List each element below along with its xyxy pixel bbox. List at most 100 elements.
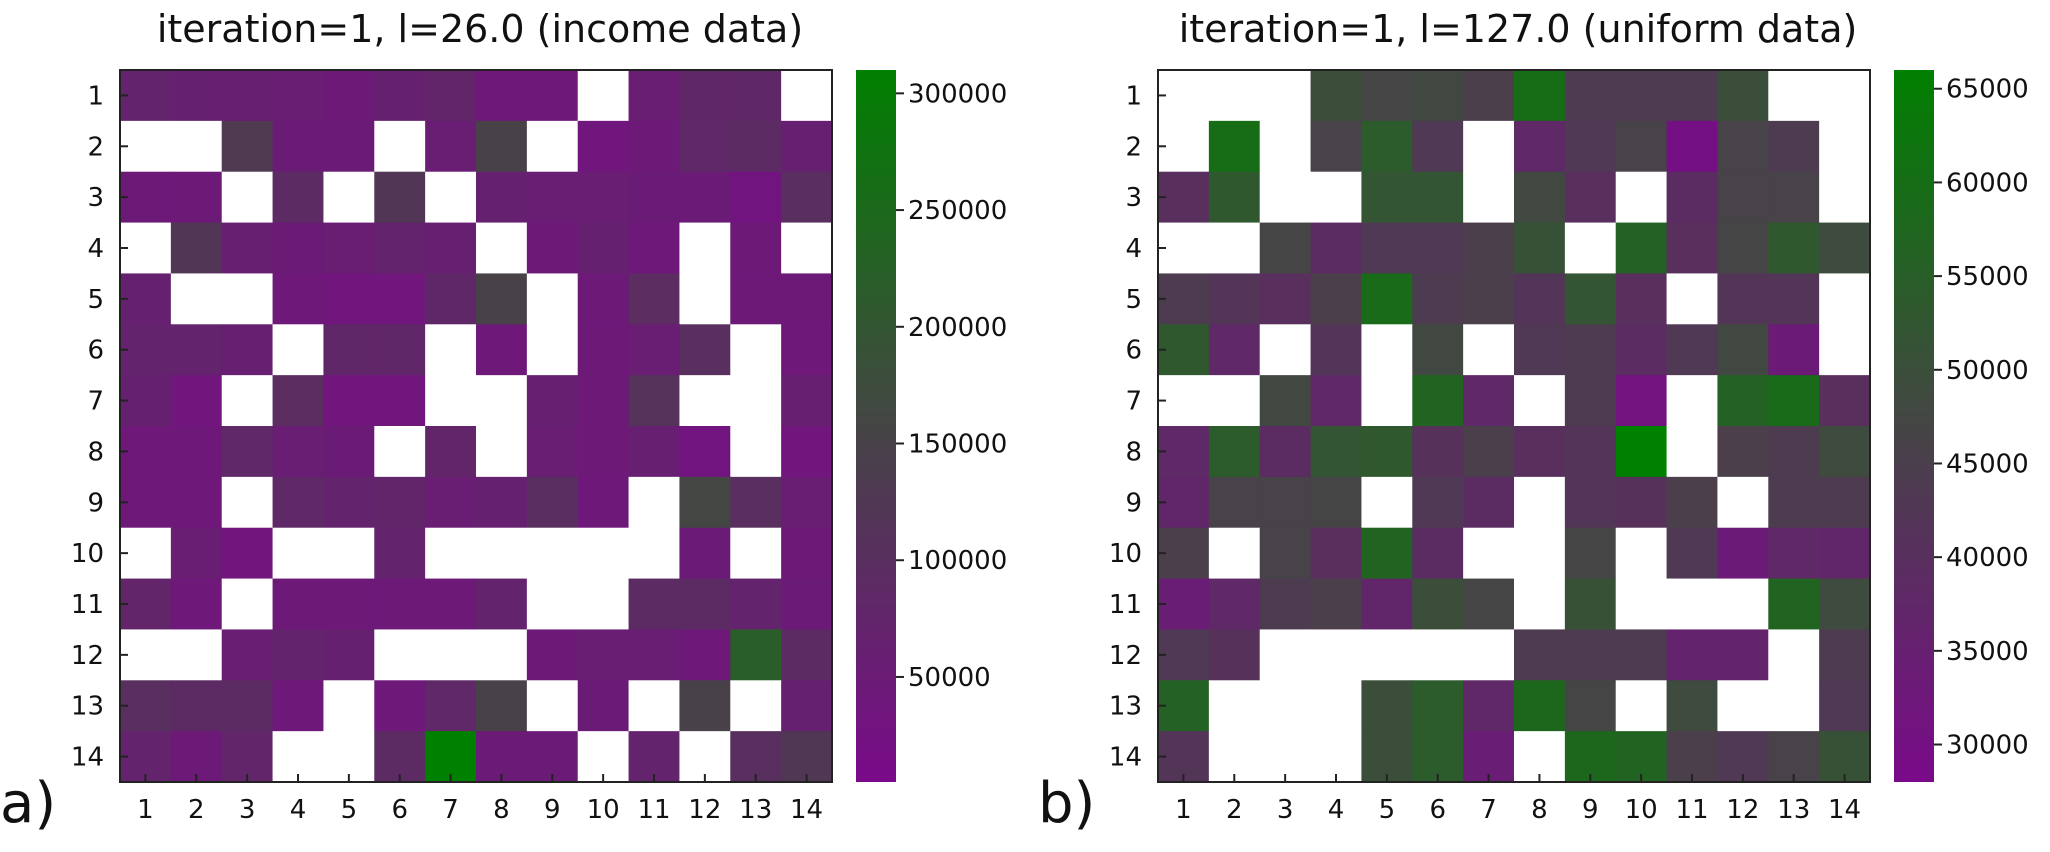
heatmap-cell [323,476,375,529]
heatmap-cell [1615,578,1668,631]
heatmap-cell [425,120,477,173]
heatmap-cell [628,426,681,478]
heatmap-cell [1615,324,1668,376]
y-tick-label: 5 [1125,285,1142,315]
x-tick-label: 7 [442,795,459,825]
heatmap-cell [476,476,528,529]
heatmap-cell [679,375,731,427]
heatmap-cell [781,273,833,325]
heatmap-cell [1208,426,1261,478]
heatmap-cell [1158,222,1210,275]
chart-title: iteration=1, l=127.0 (uniform data) [1179,7,1858,51]
heatmap-cell [1717,120,1769,173]
y-tick-label: 13 [71,692,104,722]
heatmap-cell [1463,70,1515,122]
heatmap-cell [1615,70,1668,122]
heatmap-cell [1666,629,1719,681]
heatmap-cell [526,578,579,631]
heatmap-cell [1158,273,1210,325]
heatmap-cell [1717,171,1769,224]
heatmap-cell [577,578,630,631]
heatmap-cell [577,120,630,173]
heatmap-cell [120,476,172,529]
heatmap-cell [1361,324,1413,376]
heatmap-cell [1819,375,1871,427]
heatmap-cell [1208,70,1261,122]
heatmap-cell [577,171,630,224]
x-tick-label: 11 [1675,795,1708,825]
heatmap-cell [526,222,579,275]
heatmap-cell [323,527,375,580]
colorbar-tick-label: 55000 [1946,262,2029,292]
x-tick-label: 4 [1328,795,1345,825]
heatmap-cell [1514,476,1566,529]
heatmap-cell [476,120,528,173]
y-tick-label: 2 [87,132,104,162]
heatmap-cell [1564,120,1617,173]
heatmap-cell [628,680,681,732]
heatmap-cell [1666,375,1719,427]
heatmap-cell [526,426,579,478]
heatmap-cell [374,426,426,478]
heatmap-cell [221,629,274,681]
heatmap-cell [425,476,477,529]
heatmap-cell [1717,324,1769,376]
x-tick-label: 5 [1379,795,1396,825]
heatmap-cell [730,273,782,325]
heatmap-cell [1361,629,1413,681]
heatmap-cell [1666,273,1719,325]
y-tick-label: 3 [1125,183,1142,213]
heatmap-cell [374,629,426,681]
heatmap-cell [425,273,477,325]
heatmap-cell [1666,680,1719,732]
heatmap-cell [120,680,172,732]
heatmap-cell [1463,222,1515,275]
y-tick-label: 11 [1109,590,1142,620]
heatmap-cell [221,222,274,275]
heatmap-cell [1666,578,1719,631]
heatmap-cell [374,476,426,529]
heatmap-cell [1361,171,1413,224]
heatmap-cell [577,680,630,732]
x-tick-label: 14 [790,795,823,825]
heatmap-cell [323,426,375,478]
heatmap-cell [323,120,375,173]
heatmap-cell [170,527,223,580]
y-tick-label: 3 [87,183,104,213]
y-tick-label: 4 [87,234,104,264]
heatmap-cell [1310,70,1363,122]
heatmap-cell [628,476,681,529]
heatmap-cell [323,578,375,631]
heatmap-cell [170,222,223,275]
heatmap-cell [679,120,731,173]
heatmap-cell [1412,273,1464,325]
colorbar-tick-label: 200000 [908,313,1007,343]
heatmap-cell [1463,476,1515,529]
heatmap-cell [1514,222,1566,275]
colorbar-tick-label: 65000 [1946,75,2029,105]
heatmap-cell [221,70,274,122]
heatmap-cell [170,70,223,122]
heatmap-cell [1463,578,1515,631]
heatmap-cell [221,527,274,580]
heatmap-cell [679,273,731,325]
panel-label: a) [0,771,56,836]
heatmap-cell [221,578,274,631]
heatmap-cell [1717,476,1769,529]
heatmap-cell [120,578,172,631]
heatmap-cell [1615,375,1668,427]
x-tick-label: 9 [544,795,561,825]
heatmap-cell [730,222,782,275]
heatmap-cell [120,375,172,427]
heatmap-cell [1768,527,1820,580]
heatmap-cell [1768,426,1820,478]
heatmap-cell [272,426,325,478]
heatmap-cell [1361,120,1413,173]
heatmap-cell [781,680,833,732]
heatmap-cell [1768,171,1820,224]
heatmap-cell [1208,680,1261,732]
heatmap-cell [170,171,223,224]
heatmap-cell [1310,680,1363,732]
heatmap-cell [1259,70,1312,122]
